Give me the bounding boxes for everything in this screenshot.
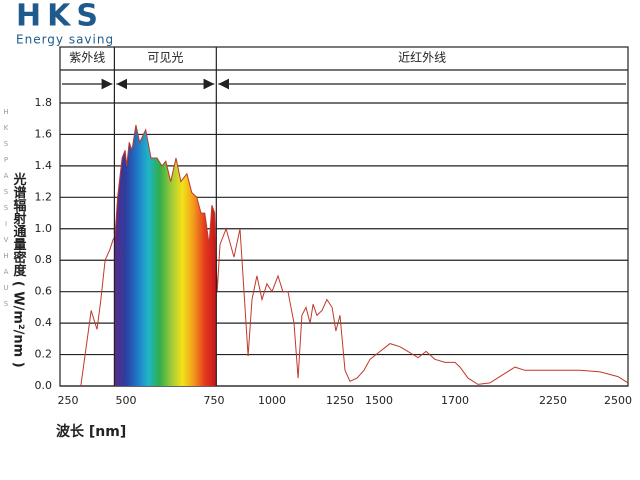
brand-tagline: Energy saving: [16, 33, 114, 47]
side-letter: A: [4, 268, 9, 276]
band-label: 可见光: [147, 51, 183, 65]
side-letter: H: [3, 108, 8, 116]
y-tick-label: 0.0: [35, 379, 53, 392]
y-tick-label: 0.2: [35, 348, 53, 361]
x-tick-label: 250: [58, 394, 79, 407]
x-tick-label: 1700: [441, 394, 469, 407]
band-label: 近红外线: [398, 50, 446, 65]
plot-frame: [59, 46, 629, 387]
x-tick-label: 2500: [604, 394, 632, 407]
side-letter: P: [4, 156, 8, 164]
side-letter: S: [4, 140, 9, 148]
x-tick-label: 1250: [326, 394, 354, 407]
x-tick-label: 1000: [258, 394, 286, 407]
y-tick-label: 1.8: [35, 96, 53, 109]
x-tick-label: 500: [116, 394, 137, 407]
side-letter: S: [4, 300, 9, 308]
x-tick-label: 2250: [539, 394, 567, 407]
brand-name: HKS: [16, 0, 104, 34]
y-axis-label: 光谱辐射通量密度 ( W/m²/nm ): [11, 172, 28, 368]
side-letter: H: [3, 252, 8, 260]
y-tick-label: 0.8: [35, 253, 53, 266]
spectrum-line: [80, 124, 629, 387]
y-tick-label: 1.0: [35, 222, 53, 235]
y-tick-label: 0.6: [35, 285, 53, 298]
side-letter: S: [4, 204, 9, 212]
band-label: 紫外线: [69, 51, 105, 65]
y-tick-label: 0.4: [35, 316, 53, 329]
side-letter: I: [5, 220, 7, 228]
side-letter: U: [3, 284, 8, 292]
y-tick-label: 1.6: [35, 127, 53, 140]
y-tick-label: 1.4: [35, 159, 53, 172]
side-letter: K: [4, 124, 9, 132]
y-tick-label: 1.2: [35, 190, 53, 203]
side-letter: A: [4, 172, 9, 180]
x-axis-label: 波长 [nm]: [56, 423, 126, 440]
side-letter: S: [4, 188, 9, 196]
side-letter: V: [4, 236, 9, 244]
x-tick-label: 1500: [365, 394, 393, 407]
x-tick-label: 750: [204, 394, 225, 407]
